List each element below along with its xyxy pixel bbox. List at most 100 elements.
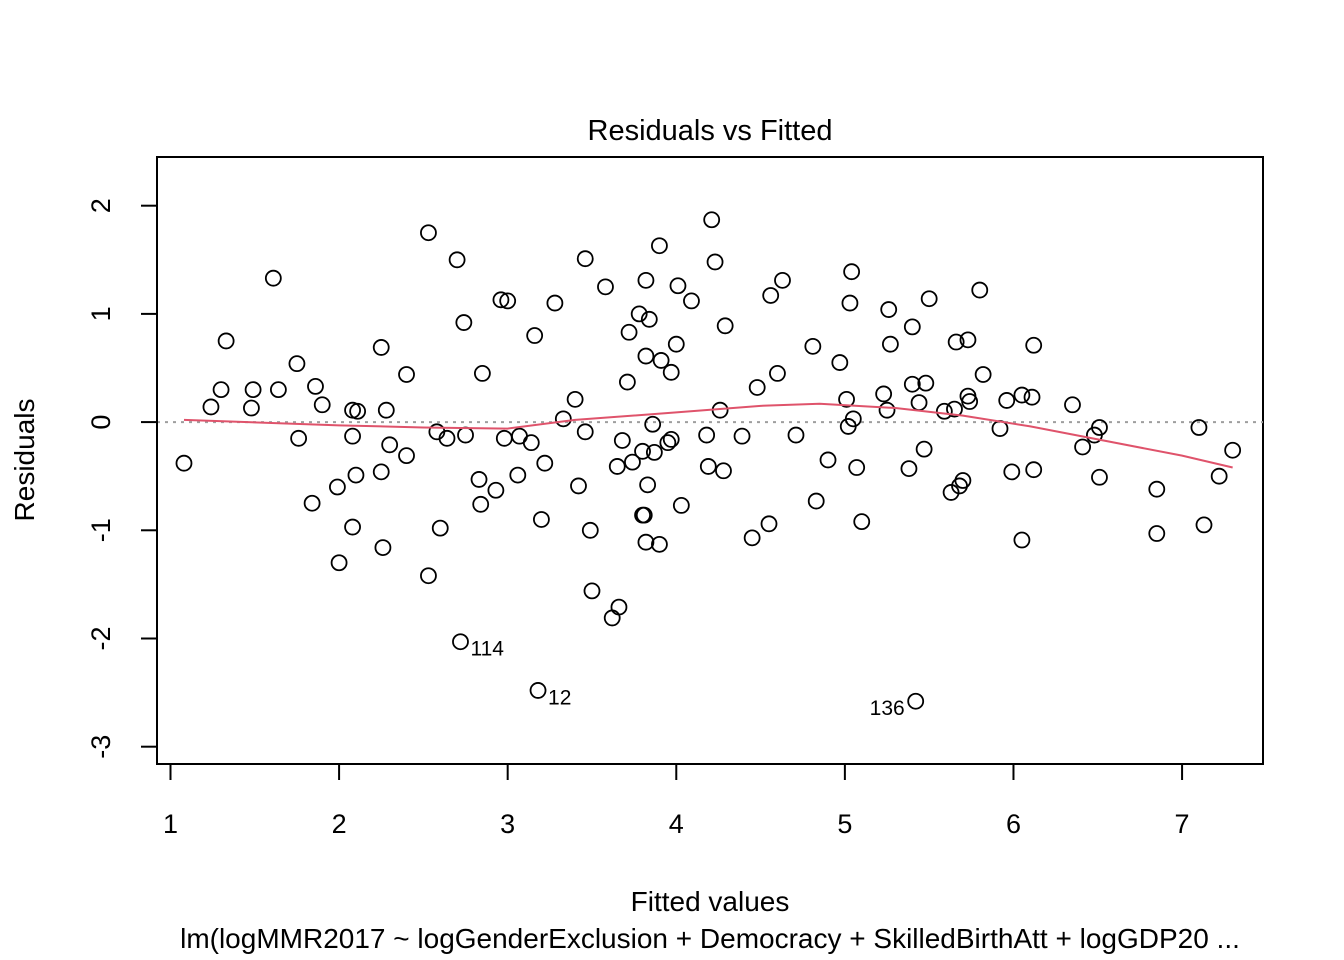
residual-point bbox=[662, 363, 680, 381]
residual-point bbox=[613, 432, 631, 449]
residual-point bbox=[472, 495, 490, 513]
residual-point bbox=[843, 263, 861, 281]
residual-point bbox=[903, 318, 921, 336]
x-tick-label: 3 bbox=[500, 809, 515, 839]
residual-point bbox=[787, 426, 805, 444]
residual-point bbox=[915, 440, 933, 458]
residual-point bbox=[438, 429, 456, 447]
residual-point bbox=[452, 633, 469, 651]
residual-point bbox=[1013, 386, 1031, 404]
residual-point bbox=[307, 377, 324, 395]
residual-point bbox=[1148, 480, 1166, 498]
residual-point bbox=[743, 529, 761, 547]
residual-point bbox=[377, 401, 395, 419]
residual-point bbox=[645, 443, 663, 461]
residual-point bbox=[807, 492, 825, 510]
residual-point bbox=[900, 460, 918, 478]
residual-point bbox=[1025, 336, 1043, 354]
residual-point bbox=[683, 292, 700, 310]
residual-point bbox=[1148, 525, 1166, 542]
residual-point bbox=[624, 453, 641, 471]
residual-point bbox=[667, 335, 685, 353]
residual-point bbox=[1025, 461, 1043, 479]
residual-point bbox=[509, 466, 527, 484]
residual-point bbox=[576, 423, 594, 441]
y-tick-label: 1 bbox=[86, 306, 116, 321]
residual-point bbox=[290, 429, 308, 447]
residual-point bbox=[330, 554, 348, 572]
residual-point bbox=[313, 396, 331, 414]
residual-point bbox=[175, 454, 193, 472]
residual-point bbox=[831, 354, 849, 371]
residual-point bbox=[533, 511, 550, 528]
residual-point bbox=[838, 390, 855, 408]
y-axis: -3 -2 -1 0 1 2 bbox=[86, 198, 158, 759]
residual-point bbox=[878, 401, 896, 419]
residual-point bbox=[576, 250, 594, 268]
residual-point bbox=[420, 224, 437, 242]
residual-point bbox=[1091, 419, 1108, 436]
residual-point bbox=[946, 400, 963, 418]
residual-point bbox=[652, 352, 670, 369]
residual-point bbox=[935, 402, 953, 420]
residual-point bbox=[1195, 516, 1213, 534]
residual-point bbox=[347, 466, 365, 484]
residual-point bbox=[920, 290, 938, 308]
residual-point bbox=[381, 436, 399, 454]
residual-point bbox=[959, 331, 977, 349]
residual-point bbox=[774, 271, 791, 289]
residual-point bbox=[659, 434, 677, 452]
residual-point bbox=[372, 463, 390, 481]
residual-point bbox=[372, 339, 390, 356]
residual-point bbox=[1210, 467, 1228, 485]
residual-point bbox=[529, 682, 547, 699]
residual-point bbox=[841, 294, 859, 312]
residual-point bbox=[1091, 468, 1108, 486]
x-tick-label: 1 bbox=[163, 809, 178, 839]
residual-point bbox=[431, 519, 449, 537]
residual-point bbox=[651, 237, 668, 255]
residual-point bbox=[1064, 396, 1081, 414]
residual-point bbox=[420, 567, 437, 585]
residual-point bbox=[603, 609, 621, 627]
residual-point bbox=[583, 582, 601, 600]
residual-point bbox=[288, 355, 306, 373]
residual-point bbox=[640, 310, 658, 328]
residual-point bbox=[637, 271, 655, 289]
residual-point bbox=[212, 381, 230, 399]
residual-point bbox=[769, 364, 786, 382]
residual-point bbox=[526, 327, 544, 344]
residual-point bbox=[974, 366, 992, 383]
residual-point bbox=[303, 494, 321, 512]
residual-point bbox=[672, 497, 690, 514]
residual-point bbox=[457, 426, 474, 444]
residual-point bbox=[637, 533, 655, 551]
residual-point bbox=[243, 399, 260, 417]
residual-point bbox=[202, 398, 220, 416]
y-tick-label: -1 bbox=[86, 518, 116, 542]
x-axis-label: Fitted values bbox=[631, 886, 790, 917]
y-tick-label: 2 bbox=[86, 198, 116, 213]
residual-point bbox=[917, 374, 935, 392]
residual-point bbox=[570, 477, 587, 495]
residual-point bbox=[703, 211, 721, 229]
residual-point bbox=[536, 454, 554, 472]
residual-point bbox=[853, 513, 871, 531]
lowess-smooth-line bbox=[183, 402, 1233, 469]
residual-point bbox=[716, 317, 734, 335]
x-tick-label: 6 bbox=[1006, 809, 1021, 839]
residual-point bbox=[1003, 463, 1021, 481]
plot-frame bbox=[156, 156, 1264, 765]
residual-point bbox=[597, 278, 614, 296]
residual-point bbox=[639, 476, 657, 494]
residual-points bbox=[175, 211, 1242, 710]
residual-point bbox=[998, 392, 1016, 409]
residual-point bbox=[1190, 419, 1208, 436]
outlier-labels: 114 12 136 bbox=[470, 638, 904, 721]
residual-point bbox=[1013, 531, 1031, 549]
residual-point bbox=[662, 431, 680, 448]
residual-point bbox=[610, 598, 628, 616]
residual-point bbox=[961, 393, 979, 410]
residual-point bbox=[881, 335, 899, 353]
